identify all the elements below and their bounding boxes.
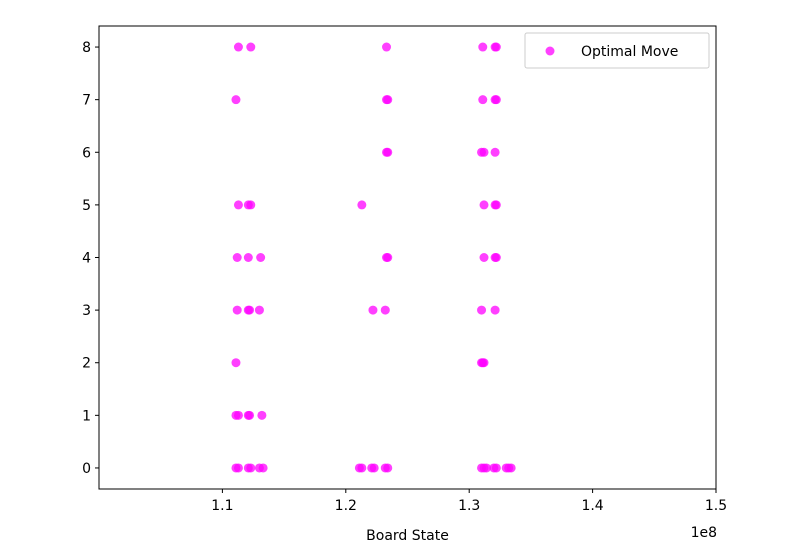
y-tick-label: 5 bbox=[82, 198, 91, 214]
data-point bbox=[491, 95, 501, 105]
y-tick-label: 2 bbox=[82, 356, 91, 372]
legend-marker bbox=[545, 46, 555, 56]
data-point bbox=[232, 305, 242, 315]
data-point bbox=[254, 305, 264, 315]
data-point bbox=[231, 95, 241, 105]
data-point bbox=[246, 42, 256, 52]
axes: 1.1 1.2 1.3 1.4 1.5 0 1 2 3 4 5 6 7 8 bbox=[82, 25, 727, 514]
data-point bbox=[233, 410, 243, 420]
y-tick-label: 7 bbox=[82, 93, 91, 109]
x-tick-label: 1.4 bbox=[581, 498, 603, 514]
data-point bbox=[481, 463, 491, 473]
data-point bbox=[506, 463, 516, 473]
data-point bbox=[243, 253, 253, 262]
data-point bbox=[369, 463, 379, 473]
data-point bbox=[491, 200, 501, 210]
data-point bbox=[380, 305, 390, 315]
data-point bbox=[357, 200, 367, 210]
data-point bbox=[479, 358, 489, 368]
y-tick-label: 1 bbox=[82, 408, 91, 424]
data-point bbox=[357, 463, 367, 473]
x-tick-label: 1.2 bbox=[335, 498, 357, 514]
data-point bbox=[490, 305, 500, 315]
data-point bbox=[383, 463, 393, 473]
data-point bbox=[479, 147, 489, 157]
data-point bbox=[368, 305, 378, 315]
data-point bbox=[233, 200, 243, 210]
data-point bbox=[490, 147, 500, 157]
data-point bbox=[231, 358, 241, 368]
data-point bbox=[245, 305, 255, 315]
data-point bbox=[233, 42, 243, 52]
data-point bbox=[479, 253, 489, 262]
data-point bbox=[491, 253, 501, 262]
y-tick-label: 3 bbox=[82, 303, 91, 319]
data-point bbox=[478, 95, 488, 105]
legend-box bbox=[524, 32, 710, 69]
data-point bbox=[245, 410, 255, 420]
legend-label: Optimal Move bbox=[581, 44, 678, 60]
data-point bbox=[383, 95, 393, 105]
y-tick-label: 8 bbox=[82, 40, 91, 56]
x-axis-title: Board State bbox=[366, 528, 449, 544]
data-point bbox=[478, 42, 488, 52]
plot-area bbox=[231, 42, 516, 473]
data-point bbox=[491, 463, 501, 473]
x-axis-offset-label: 1e8 bbox=[691, 525, 717, 541]
y-tick-label: 6 bbox=[82, 145, 91, 161]
x-tick-label: 1.1 bbox=[211, 498, 233, 514]
x-tick-label: 1.3 bbox=[458, 498, 480, 514]
data-point bbox=[246, 200, 256, 210]
data-point bbox=[233, 463, 243, 473]
data-point bbox=[383, 147, 393, 157]
plot-frame bbox=[98, 25, 717, 490]
y-tick-label: 4 bbox=[82, 251, 91, 267]
data-point bbox=[491, 42, 501, 52]
data-point bbox=[479, 200, 489, 210]
data-point bbox=[383, 253, 393, 262]
x-tick-label: 1.5 bbox=[705, 498, 727, 514]
data-point bbox=[382, 42, 392, 52]
data-point bbox=[256, 253, 266, 262]
data-point bbox=[258, 463, 268, 473]
legend: Optimal Move bbox=[524, 32, 710, 69]
data-point bbox=[232, 253, 242, 262]
y-tick-label: 0 bbox=[82, 461, 91, 477]
data-point bbox=[477, 305, 487, 315]
data-point bbox=[246, 463, 256, 473]
data-point bbox=[257, 410, 267, 420]
